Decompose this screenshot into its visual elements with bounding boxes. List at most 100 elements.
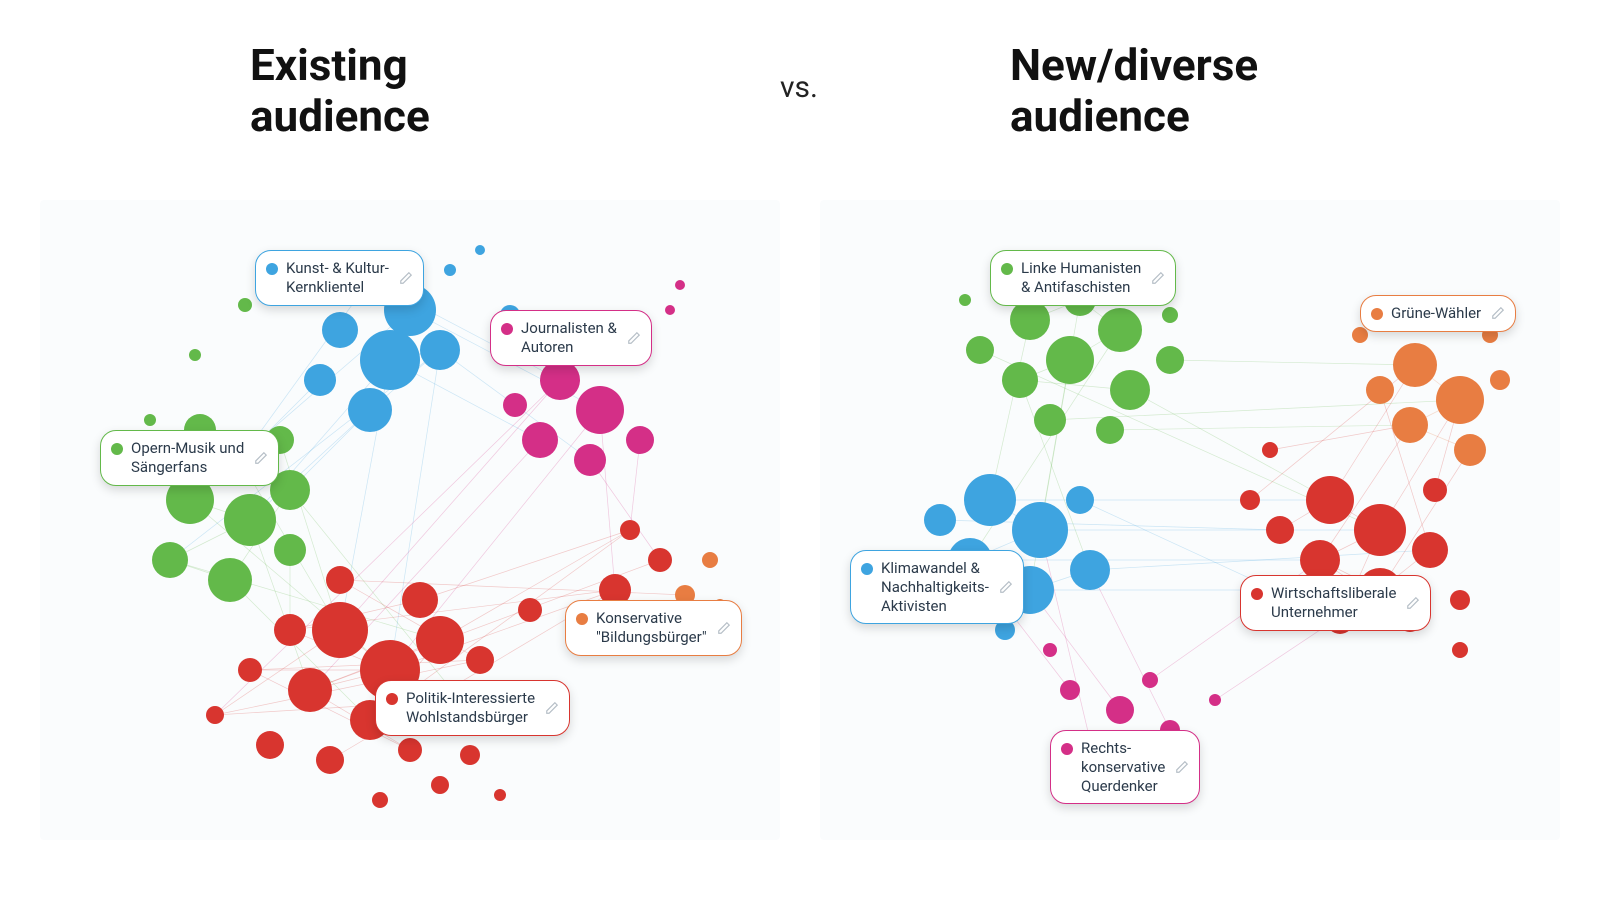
network-node[interactable] bbox=[1012, 502, 1068, 558]
network-node[interactable] bbox=[1240, 490, 1260, 510]
edit-icon[interactable] bbox=[399, 271, 413, 285]
network-node[interactable] bbox=[503, 393, 527, 417]
network-node[interactable] bbox=[1060, 680, 1080, 700]
edit-icon[interactable] bbox=[545, 701, 559, 715]
network-node[interactable] bbox=[420, 330, 460, 370]
network-node[interactable] bbox=[665, 305, 675, 315]
network-node[interactable] bbox=[152, 542, 188, 578]
network-node[interactable] bbox=[1354, 504, 1406, 556]
network-node[interactable] bbox=[288, 668, 332, 712]
network-node[interactable] bbox=[1454, 434, 1486, 466]
network-node[interactable] bbox=[1452, 642, 1468, 658]
network-node[interactable] bbox=[444, 264, 456, 276]
cluster-label[interactable]: Kunst- & Kultur- Kernklientel bbox=[255, 250, 424, 306]
network-node[interactable] bbox=[522, 422, 558, 458]
network-node[interactable] bbox=[1070, 550, 1110, 590]
cluster-label[interactable]: Opern-Musik und Sängerfans bbox=[100, 430, 279, 486]
network-node[interactable] bbox=[675, 280, 685, 290]
network-node[interactable] bbox=[466, 646, 494, 674]
network-node[interactable] bbox=[206, 706, 224, 724]
network-node[interactable] bbox=[208, 558, 252, 602]
network-node[interactable] bbox=[189, 349, 201, 361]
network-node[interactable] bbox=[398, 738, 422, 762]
cluster-label[interactable]: Grüne-Wähler bbox=[1360, 295, 1516, 332]
edit-icon[interactable] bbox=[1491, 306, 1505, 320]
network-node[interactable] bbox=[626, 426, 654, 454]
edit-icon[interactable] bbox=[717, 621, 731, 635]
edit-icon[interactable] bbox=[999, 580, 1013, 594]
network-node[interactable] bbox=[348, 388, 392, 432]
network-node[interactable] bbox=[274, 614, 306, 646]
network-node[interactable] bbox=[1306, 476, 1354, 524]
edit-icon[interactable] bbox=[1406, 596, 1420, 610]
network-node[interactable] bbox=[518, 598, 542, 622]
network-node[interactable] bbox=[1352, 327, 1368, 343]
network-node[interactable] bbox=[1209, 694, 1221, 706]
network-node[interactable] bbox=[1300, 540, 1340, 580]
network-node[interactable] bbox=[574, 444, 606, 476]
cluster-label[interactable]: Journalisten & Autoren bbox=[490, 310, 652, 366]
network-node[interactable] bbox=[1034, 404, 1066, 436]
cluster-label[interactable]: Linke Humanisten & Antifaschisten bbox=[990, 250, 1176, 306]
network-node[interactable] bbox=[576, 386, 624, 434]
network-node[interactable] bbox=[1392, 407, 1428, 443]
network-node[interactable] bbox=[360, 330, 420, 390]
network-node[interactable] bbox=[1490, 370, 1510, 390]
network-node[interactable] bbox=[238, 658, 262, 682]
network-node[interactable] bbox=[1046, 336, 1094, 384]
network-node[interactable] bbox=[312, 602, 368, 658]
network-node[interactable] bbox=[620, 520, 640, 540]
network-node[interactable] bbox=[475, 245, 485, 255]
network-node[interactable] bbox=[1262, 442, 1278, 458]
network-node[interactable] bbox=[1066, 486, 1094, 514]
network-node[interactable] bbox=[322, 312, 358, 348]
network-node[interactable] bbox=[924, 504, 956, 536]
edit-icon[interactable] bbox=[1175, 760, 1189, 774]
network-node[interactable] bbox=[416, 616, 464, 664]
network-node[interactable] bbox=[238, 298, 252, 312]
network-node[interactable] bbox=[431, 776, 449, 794]
network-node[interactable] bbox=[1096, 416, 1124, 444]
network-node[interactable] bbox=[326, 566, 354, 594]
network-node[interactable] bbox=[1412, 532, 1448, 568]
cluster-label[interactable]: Politik-Interessierte Wohlstandsbürger bbox=[375, 680, 570, 736]
cluster-label[interactable]: Konservative "Bildungsbürger" bbox=[565, 600, 742, 656]
network-node[interactable] bbox=[1423, 478, 1447, 502]
network-node[interactable] bbox=[702, 552, 718, 568]
network-node[interactable] bbox=[372, 792, 388, 808]
network-node[interactable] bbox=[1450, 590, 1470, 610]
network-node[interactable] bbox=[256, 731, 284, 759]
network-node[interactable] bbox=[648, 548, 672, 572]
network-node[interactable] bbox=[1043, 643, 1057, 657]
network-node[interactable] bbox=[144, 414, 156, 426]
network-node[interactable] bbox=[1393, 343, 1437, 387]
network-node[interactable] bbox=[964, 474, 1016, 526]
network-node[interactable] bbox=[316, 746, 344, 774]
network-node[interactable] bbox=[966, 336, 994, 364]
network-node[interactable] bbox=[1142, 672, 1158, 688]
network-node[interactable] bbox=[274, 534, 306, 566]
edit-icon[interactable] bbox=[254, 451, 268, 465]
network-node[interactable] bbox=[1106, 696, 1134, 724]
cluster-label[interactable]: Rechts- konservative Querdenker bbox=[1050, 730, 1200, 804]
cluster-label[interactable]: Klimawandel & Nachhaltigkeits- Aktiviste… bbox=[850, 550, 1024, 624]
network-node[interactable] bbox=[1098, 308, 1142, 352]
network-node[interactable] bbox=[1156, 346, 1184, 374]
cluster-label[interactable]: Wirtschaftsliberale Unternehmer bbox=[1240, 575, 1431, 631]
network-node[interactable] bbox=[1010, 300, 1050, 340]
network-node[interactable] bbox=[304, 364, 336, 396]
network-node[interactable] bbox=[494, 789, 506, 801]
network-node[interactable] bbox=[1266, 516, 1294, 544]
network-node[interactable] bbox=[1002, 362, 1038, 398]
network-node[interactable] bbox=[1110, 370, 1150, 410]
edit-icon[interactable] bbox=[1151, 271, 1165, 285]
network-node[interactable] bbox=[1436, 376, 1484, 424]
network-node[interactable] bbox=[959, 294, 971, 306]
network-node[interactable] bbox=[460, 745, 480, 765]
network-node[interactable] bbox=[1366, 376, 1394, 404]
network-node[interactable] bbox=[1162, 307, 1178, 323]
network-node[interactable] bbox=[402, 582, 438, 618]
network-node[interactable] bbox=[540, 360, 580, 400]
edit-icon[interactable] bbox=[627, 331, 641, 345]
network-node[interactable] bbox=[224, 494, 276, 546]
